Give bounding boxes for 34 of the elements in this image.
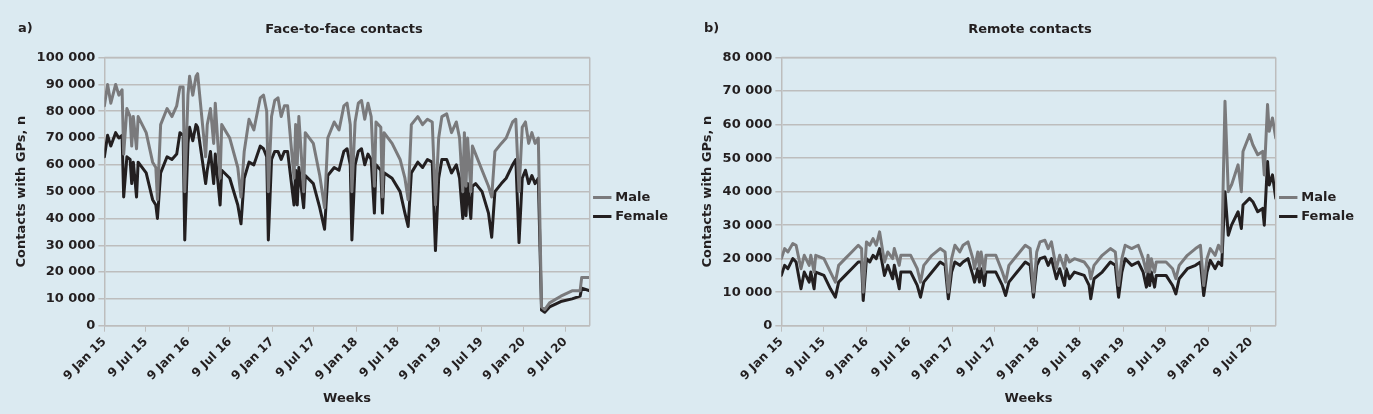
y-tick-label: 70 000: [45, 129, 96, 145]
y-tick-label: 80 000: [722, 48, 773, 64]
legend-label: Male: [615, 188, 651, 204]
x-axis-title: Weeks: [323, 389, 372, 405]
x-tick-label: 9 Jul 20: [1209, 334, 1256, 380]
y-tick-label: 40 000: [45, 209, 96, 225]
text: a): [18, 19, 33, 35]
y-tick-label: 40 000: [722, 183, 773, 199]
chart-title: Remote contacts: [968, 21, 1092, 37]
y-tick-label: 80 000: [45, 102, 96, 118]
y-tick-label: 50 000: [722, 149, 773, 165]
legend-label: Female: [615, 207, 669, 223]
y-tick-label: 30 000: [45, 236, 96, 252]
y-axis-title: Contacts with GPs, n: [699, 115, 715, 268]
y-tick-label: 30 000: [722, 216, 773, 232]
text: b): [704, 19, 720, 35]
x-axis-title: Weeks: [1004, 389, 1053, 405]
chart-title: Face-to-face contacts: [265, 21, 423, 37]
y-tick-label: 20 000: [722, 250, 773, 266]
y-tick-label: 20 000: [45, 263, 96, 279]
y-tick-label: 50 000: [45, 183, 96, 199]
y-axis-title: Contacts with GPs, n: [13, 115, 29, 268]
y-tick-label: 100 000: [36, 48, 96, 64]
legend-label: Male: [1301, 188, 1337, 204]
x-tick-label: 9 Jul 20: [524, 334, 570, 380]
legend-label: Female: [1301, 207, 1355, 223]
y-tick-label: 70 000: [722, 82, 773, 98]
y-tick-label: 10 000: [722, 283, 773, 299]
y-tick-label: 90 000: [45, 75, 96, 91]
y-tick-label: 60 000: [45, 156, 96, 172]
y-tick-label: 10 000: [45, 290, 96, 306]
y-tick-label: 0: [763, 317, 773, 333]
y-tick-label: 0: [86, 317, 96, 333]
y-tick-label: 60 000: [722, 115, 773, 131]
